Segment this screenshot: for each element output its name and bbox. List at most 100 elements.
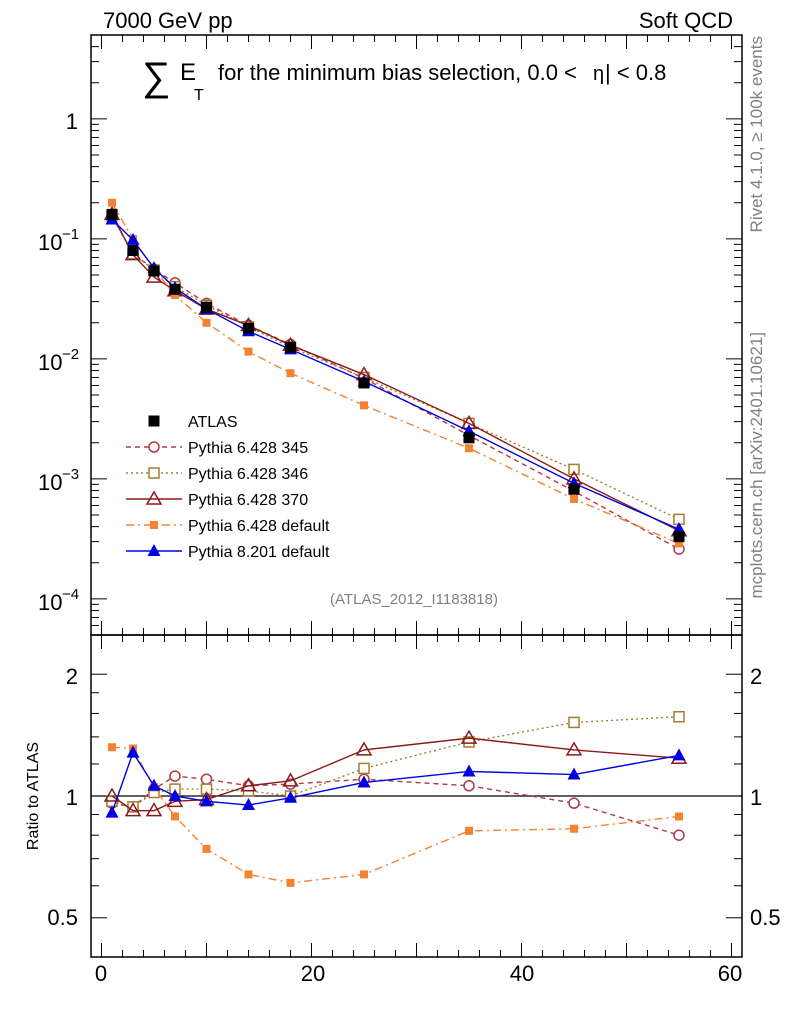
title-text-end: | < 0.8: [605, 60, 666, 85]
ratio-ytick-05-right: 0.5: [750, 905, 781, 930]
svg-text:−1: −1: [62, 226, 79, 243]
ratio-point-pythia-6-428-346: [200, 783, 213, 795]
ratio-point-pythia-8-201-default: [200, 794, 213, 807]
main-point-atlas: [201, 301, 212, 313]
legend-marker: [148, 441, 160, 453]
legend-label: Pythia 6.428 346: [188, 466, 308, 483]
ratio-line-pythia-6-428-default: [111, 746, 680, 884]
analysis-label: (ATLAS_2012_I1183818): [330, 591, 498, 608]
ratio-point-pythia-6-428-345: [463, 780, 475, 792]
ratio-series: [103, 710, 688, 887]
main-point-pythia-6-428-default: [202, 318, 211, 327]
ratio-point-pythia-8-201-default: [105, 805, 119, 818]
main-point-atlas: [358, 377, 370, 389]
title-text: for the minimum bias selection, 0.0 <: [218, 60, 577, 85]
ratio-ytick-2-right: 2: [750, 664, 762, 689]
main-series: [103, 198, 688, 555]
main-point-atlas: [127, 245, 139, 257]
main-point-pythia-6-428-default: [360, 401, 368, 410]
title-t-subscript: T: [194, 87, 204, 104]
ratio-point-pythia-6-428-346: [463, 736, 475, 748]
xtick-label-0: 0: [95, 961, 107, 986]
ratio-point-pythia-6-428-370: [355, 741, 373, 756]
title-e: E: [180, 59, 196, 86]
ytick-label-10-3: 10 −3: [38, 466, 79, 495]
ratio-point-pythia-6-428-345: [200, 773, 213, 786]
main-point-atlas: [463, 432, 475, 444]
ratio-point-pythia-6-428-370: [145, 802, 163, 817]
legend-marker: [148, 467, 160, 479]
ratio-point-pythia-6-428-346: [568, 716, 580, 729]
ratio-point-pythia-6-428-370: [460, 729, 478, 744]
ratio-point-pythia-6-428-345: [568, 797, 580, 809]
legend-label: Pythia 8.201 default: [188, 544, 330, 561]
main-y-ticks: [91, 34, 742, 636]
ratio-point-pythia-8-201-default: [126, 745, 140, 758]
ratio-point-pythia-6-428-345: [169, 770, 181, 782]
legend-marker: [148, 415, 160, 427]
main-point-atlas: [285, 341, 296, 353]
ratio-point-pythia-6-428-default: [675, 812, 683, 821]
main-point-pythia-6-428-346: [568, 463, 580, 476]
ratio-point-pythia-6-428-default: [570, 824, 578, 833]
ratio-line-pythia-8-201-default: [111, 751, 680, 813]
ratio-ytick-05-left: 0.5: [47, 905, 78, 930]
rivet-label: Rivet 4.1.0, ≥ 100k events: [747, 36, 766, 232]
ratio-point-pythia-6-428-346: [673, 710, 685, 723]
main-point-pythia-6-428-default: [675, 539, 683, 548]
svg-text:−3: −3: [62, 466, 79, 483]
main-point-atlas: [148, 265, 160, 277]
ratio-point-pythia-8-201-default: [567, 767, 581, 780]
legend-marker: [150, 521, 158, 529]
ratio-point-pythia-6-428-346: [358, 762, 370, 775]
ratio-point-pythia-6-428-370: [565, 741, 583, 756]
main-point-pythia-6-428-default: [244, 347, 253, 356]
ratio-point-pythia-6-428-345: [673, 829, 685, 841]
ratio-point-pythia-8-201-default: [357, 775, 371, 788]
main-line-pythia-6-428-370: [111, 214, 680, 532]
main-point-atlas: [106, 208, 118, 220]
header-left: 7000 GeV pp: [103, 8, 233, 33]
ratio-ytick-1-right: 1: [750, 785, 762, 810]
svg-text:−4: −4: [62, 586, 79, 603]
xtick-label-60: 60: [718, 961, 742, 986]
ratio-line-pythia-6-428-345: [111, 775, 680, 836]
ytick-label-1: 1: [66, 109, 78, 134]
title-eta: η: [593, 63, 604, 85]
ratio-point-pythia-6-428-default: [108, 743, 116, 752]
legend-marker: [145, 490, 163, 505]
legend-label: Pythia 6.428 345: [188, 440, 308, 457]
ratio-point-pythia-6-428-default: [244, 870, 253, 879]
legend-marker: [147, 544, 161, 556]
ratio-point-pythia-6-428-default: [202, 844, 211, 853]
header-right: Soft QCD: [639, 8, 733, 33]
svg-text:−2: −2: [62, 346, 79, 363]
svg-text:10: 10: [38, 230, 62, 255]
ratio-point-pythia-6-428-370: [282, 772, 299, 787]
main-point-pythia-6-428-default: [286, 369, 295, 378]
ytick-label-10-1: 10 −1: [38, 226, 79, 255]
ratio-ytick-1-left: 1: [66, 785, 78, 810]
main-point-pythia-8-201-default: [126, 232, 140, 245]
ratio-point-pythia-6-428-default: [360, 870, 368, 879]
ratio-point-pythia-8-201-default: [147, 778, 161, 791]
ratio-point-pythia-6-428-default: [465, 826, 473, 835]
ratio-point-pythia-6-428-370: [240, 777, 257, 792]
xtick-label-40: 40: [510, 961, 534, 986]
legend-label: ATLAS: [188, 414, 238, 431]
ratio-point-pythia-8-201-default: [462, 764, 476, 777]
main-point-pythia-6-428-default: [171, 291, 179, 300]
ratio-point-pythia-8-201-default: [672, 748, 686, 761]
ratio-ticks: [91, 635, 742, 957]
xtick-label-20: 20: [301, 961, 325, 986]
mcplots-label: mcplots.cern.ch [arXiv:2401.10621]: [747, 332, 766, 598]
ratio-point-pythia-8-201-default: [242, 798, 255, 811]
legend: ATLAS Pythia 6.428 345 Pythia 6.428 346 Pyt…: [126, 414, 330, 561]
legend-label: Pythia 6.428 default: [188, 518, 330, 535]
ratio-ytick-2-left: 2: [66, 664, 78, 689]
title-sum-symbol: ∑: [142, 55, 171, 99]
main-point-atlas: [169, 283, 181, 295]
main-point-pythia-6-428-default: [465, 444, 473, 453]
ratio-ylabel: Ratio to ATLAS: [25, 742, 42, 850]
